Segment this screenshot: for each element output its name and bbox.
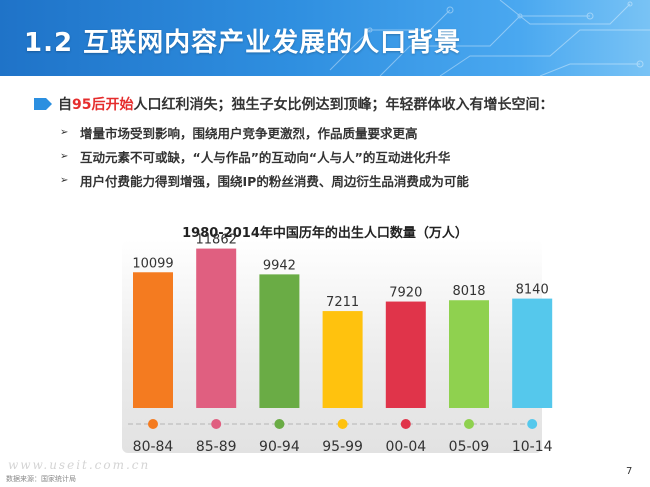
bar-85-89 [196, 248, 237, 408]
bar-value-label: 11862 [196, 233, 237, 248]
sub-point-item: ➢ 互动元素不可或缺，“人与作品”的互动向“人与人”的互动进化升华 [60, 144, 620, 168]
main-bullet: 自95后开始人口红利消失；独生子女比例达到顶峰；年轻群体收入有增长空间： [34, 94, 553, 114]
main-bullet-text: 自95后开始人口红利消失；独生子女比例达到顶峰；年轻群体收入有增长空间： [58, 94, 553, 114]
timeline-dot [337, 419, 348, 429]
bar-value-label: 8140 [516, 283, 549, 298]
timeline-dot [211, 419, 222, 429]
category-label: 95-99 [322, 439, 363, 455]
category-label: 90-94 [259, 439, 300, 455]
bar-05-09 [449, 300, 489, 408]
bar-10-14 [512, 298, 553, 408]
category-label: 00-04 [385, 439, 426, 455]
bar-value-label: 8018 [452, 284, 485, 299]
bar-90-94 [259, 274, 300, 408]
slide-header: 1.2 互联网内容产业发展的人口背景 [0, 0, 650, 76]
data-source-note: 数据来源：国家统计局 [6, 475, 76, 483]
sub-point-text: 互动元素不可或缺，“人与作品”的互动向“人与人”的互动进化升华 [80, 149, 451, 165]
bar-value-label: 9942 [263, 258, 296, 273]
arrow-tag-icon [34, 98, 52, 110]
timeline-dot [464, 419, 474, 429]
sub-point-item: ➢ 用户付费能力得到增强，围绕IP的粉丝消费、周边衍生品消费成为可能 [60, 168, 620, 192]
main-bullet-suffix: 人口红利消失；独生子女比例达到顶峰；年轻群体收入有增长空间： [133, 97, 554, 113]
sub-point-text: 用户付费能力得到增强，围绕IP的粉丝消费、周边衍生品消费成为可能 [80, 173, 469, 189]
main-bullet-highlight: 95后开始 [72, 97, 134, 113]
bar-95-99 [322, 311, 363, 408]
chevron-right-icon: ➢ [60, 126, 69, 138]
bar-value-label: 7920 [389, 286, 422, 301]
sub-point-list: ➢ 增量市场受到影响，围绕用户竞争更激烈，作品质量要求更高 ➢ 互动元素不可或缺… [60, 120, 620, 192]
circuit-pattern-icon [329, 0, 650, 76]
bar-80-84 [133, 272, 173, 408]
page-title: 1.2 互联网内容产业发展的人口背景 [24, 28, 462, 58]
category-label: 80-84 [133, 439, 174, 455]
category-label: 85-89 [196, 439, 237, 455]
timeline-dot [148, 419, 158, 429]
category-label: 10-14 [512, 439, 553, 455]
bar-value-label: 10099 [132, 256, 173, 271]
watermark-site: www.useit.com.cn [8, 458, 151, 472]
page-number: 7 [626, 466, 633, 477]
timeline-dot [400, 419, 411, 429]
timeline-dot [527, 419, 538, 429]
chevron-right-icon: ➢ [60, 174, 69, 186]
bar-value-label: 7211 [326, 295, 359, 310]
sub-point-item: ➢ 增量市场受到影响，围绕用户竞争更激烈，作品质量要求更高 [60, 120, 620, 144]
timeline-dot [274, 419, 285, 429]
sub-point-text: 增量市场受到影响，围绕用户竞争更激烈，作品质量要求更高 [80, 125, 418, 141]
chart-title: 1980-2014年中国历年的出生人口数量（万人） [182, 226, 468, 241]
category-label: 05-09 [449, 439, 490, 455]
chevron-right-icon: ➢ [60, 150, 69, 162]
bar-00-04 [385, 301, 426, 408]
main-bullet-prefix: 自 [58, 97, 72, 113]
